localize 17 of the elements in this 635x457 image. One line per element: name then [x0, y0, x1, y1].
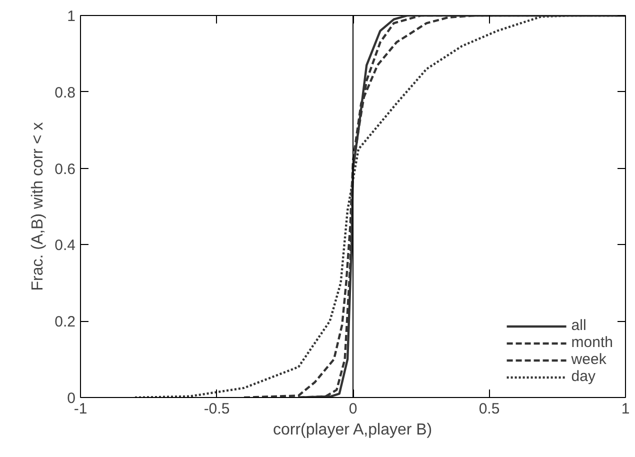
y-axis-title: Frac. (A,B) with corr < x — [30, 122, 47, 291]
legend-label: week — [571, 351, 606, 368]
x-tick-label: 0 — [348, 400, 358, 418]
legend-label: all — [571, 317, 588, 334]
legend-label: day — [571, 368, 596, 385]
y-tick-label: 0.6 — [54, 160, 76, 178]
y-tick-label: 0.2 — [54, 314, 76, 331]
y-tick-label: 0 — [67, 390, 76, 407]
x-tick-label: -0.5 — [204, 400, 230, 418]
x-tick-label: 0.5 — [478, 400, 500, 418]
y-tick-label: 0.8 — [54, 84, 76, 102]
y-tick-label: 1 — [67, 8, 76, 25]
x-tick-label: 1 — [621, 400, 630, 418]
y-tick-label: 0.4 — [54, 237, 76, 254]
legend-label: month — [571, 334, 613, 351]
x-axis-title: corr(player A,player B) — [272, 422, 432, 438]
x-tick-label: -1 — [74, 400, 88, 418]
